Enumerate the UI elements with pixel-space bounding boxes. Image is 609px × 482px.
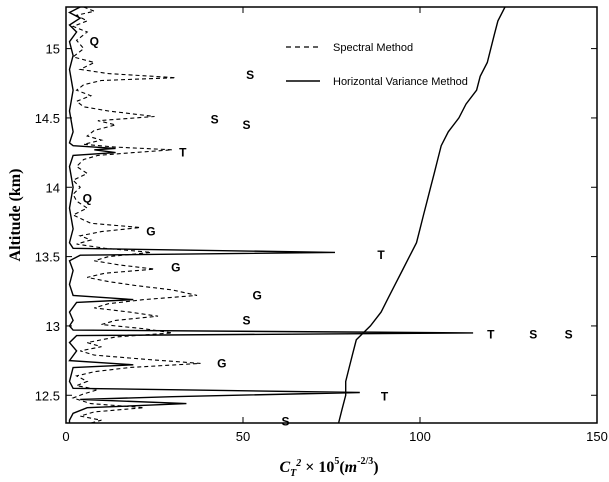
x-tick-label: 100 [409,429,431,444]
x-tick-label: 50 [236,429,250,444]
x-tick-label: 0 [62,429,69,444]
y-tick-label: 12.5 [35,388,60,403]
x-tick-label: 150 [586,429,608,444]
annotation-label: S [243,313,251,327]
x-axis-label: CT2 × 105(m-2/3) [279,456,378,479]
annotation-label: G [252,288,261,302]
series-line-1 [67,7,474,423]
series-line-2 [337,7,506,423]
annotation-label: T [381,390,389,404]
annotation-label: S [565,327,573,341]
y-tick-label: 14.5 [35,111,60,126]
annotation-label: S [529,327,537,341]
y-axis-label: Altitude (km) [7,169,24,262]
annotation-label: T [179,146,187,160]
series-layer [67,7,506,423]
series-line-0 [71,7,201,423]
annotation-label: S [211,112,219,126]
annotation-label: G [146,225,155,239]
annotation-label: Q [90,35,99,49]
y-tick-label: 13 [46,319,60,334]
annotation-label: S [243,118,251,132]
annotation-label: T [377,248,385,262]
legend-label-horizontal: Horizontal Variance Method [333,76,468,88]
annotation-label: S [246,68,254,82]
annotation-label: Q [83,191,92,205]
y-tick-label: 13.5 [35,250,60,265]
y-axis: 12.5 13 13.5 14 14.5 15 [35,42,597,403]
annotation-label: T [487,327,495,341]
legend: Spectral Method Horizontal Variance Meth… [286,42,468,88]
y-tick-label: 14 [46,180,60,195]
annotation-label: G [217,356,226,370]
x-axis: 0 50 100 150 [62,7,608,444]
annotation-label: S [281,415,289,429]
y-tick-label: 15 [46,42,60,57]
annotation-label: G [171,261,180,275]
plot-frame [65,6,598,424]
legend-label-spectral: Spectral Method [333,42,413,54]
